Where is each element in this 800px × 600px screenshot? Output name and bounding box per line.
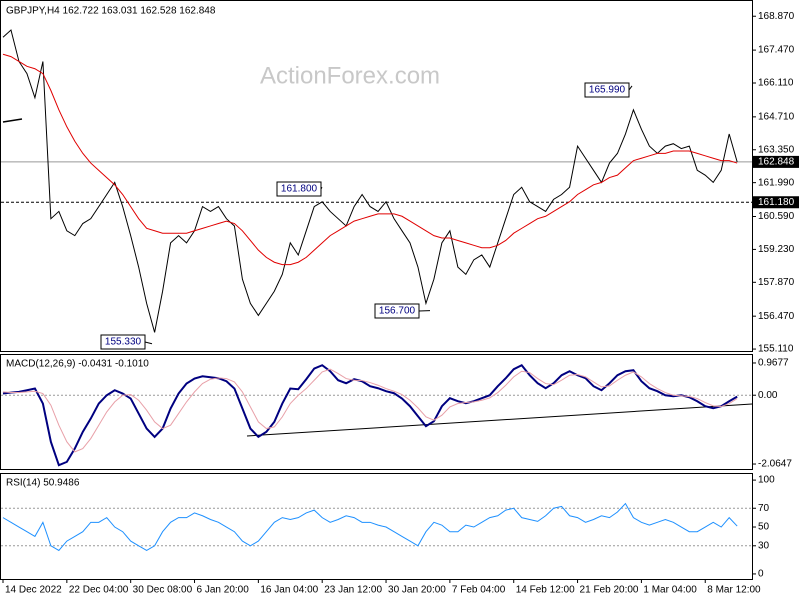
price-label-bg bbox=[753, 155, 799, 168]
y-tick-label: 70 bbox=[758, 503, 770, 514]
y-tick-label: 167.470 bbox=[758, 45, 795, 56]
series-line bbox=[2, 29, 738, 333]
x-tick-label: 6 Jan 20:00 bbox=[197, 585, 250, 596]
y-tick-label: 166.110 bbox=[758, 78, 794, 89]
y-tick-label: 168.870 bbox=[758, 11, 795, 22]
y-tick-label: 157.870 bbox=[758, 277, 795, 288]
x-tick-label: 16 Jan 04:00 bbox=[260, 585, 318, 596]
annotation-box bbox=[584, 82, 630, 98]
series-line bbox=[2, 502, 738, 552]
x-tick-label: 21 Feb 20:00 bbox=[580, 585, 639, 596]
annotation-box bbox=[276, 181, 322, 197]
y-tick-label: -2.0647 bbox=[758, 459, 792, 470]
x-tick-label: 7 Feb 04:00 bbox=[452, 585, 506, 596]
price-frame bbox=[0, 0, 753, 352]
x-tick-label: 30 Jan 20:00 bbox=[388, 585, 446, 596]
x-tick-label: 22 Dec 04:00 bbox=[69, 585, 129, 596]
y-tick-label: 159.230 bbox=[758, 244, 795, 255]
y-tick-label: 160.590 bbox=[758, 211, 795, 222]
annotation-leader bbox=[144, 341, 153, 345]
x-tick-label: 14 Dec 2022 bbox=[5, 585, 62, 596]
y-tick-label: 156.470 bbox=[758, 311, 795, 322]
x-tick-label: 23 Jan 12:00 bbox=[324, 585, 382, 596]
price-header: GBPJPY,H4 162.722 163.031 162.528 162.84… bbox=[6, 6, 216, 17]
y-tick-label: 100 bbox=[758, 475, 775, 486]
x-tick-label: 14 Feb 12:00 bbox=[516, 585, 575, 596]
rsi-frame bbox=[0, 473, 753, 580]
y-tick-label: 155.110 bbox=[758, 344, 794, 355]
annotation-label: 161.800 bbox=[281, 184, 318, 195]
y-tick-label: 50 bbox=[758, 522, 770, 533]
annotation-box bbox=[100, 334, 146, 350]
y-tick-label: 0.9677 bbox=[758, 358, 789, 369]
annotation-label: 165.990 bbox=[589, 85, 626, 96]
annotation-label: 155.330 bbox=[105, 337, 142, 348]
y-tick-label: 30 bbox=[758, 540, 770, 551]
x-tick-label: 8 Mar 12:00 bbox=[707, 585, 761, 596]
macd-trendline bbox=[246, 403, 753, 437]
y-tick-label: 161.990 bbox=[758, 177, 795, 188]
annotation-label: 156.700 bbox=[379, 306, 416, 317]
annotation-box bbox=[374, 303, 420, 319]
panel-frames bbox=[0, 0, 753, 580]
macd-frame bbox=[0, 354, 753, 470]
x-tick-label: 30 Dec 08:00 bbox=[133, 585, 193, 596]
price-label: 162.848 bbox=[758, 157, 795, 168]
price-label-bg bbox=[753, 196, 799, 209]
series-line bbox=[2, 368, 738, 453]
x-tick-label: 1 Mar 04:00 bbox=[643, 585, 697, 596]
y-tick-label: 0.00 bbox=[758, 390, 778, 401]
y-tick-label: 0 bbox=[758, 569, 764, 580]
rsi-header: RSI(14) 50.9486 bbox=[6, 478, 80, 489]
series-line bbox=[2, 53, 738, 266]
macd-header: MACD(12,26,9) -0.0431 -0.1010 bbox=[6, 359, 149, 370]
watermark: ActionForex.com bbox=[260, 62, 440, 89]
price-label: 161.180 bbox=[758, 197, 795, 208]
drawn-segment bbox=[2, 118, 23, 123]
y-tick-label: 163.350 bbox=[758, 144, 795, 155]
y-tick-label: 164.710 bbox=[758, 112, 795, 123]
